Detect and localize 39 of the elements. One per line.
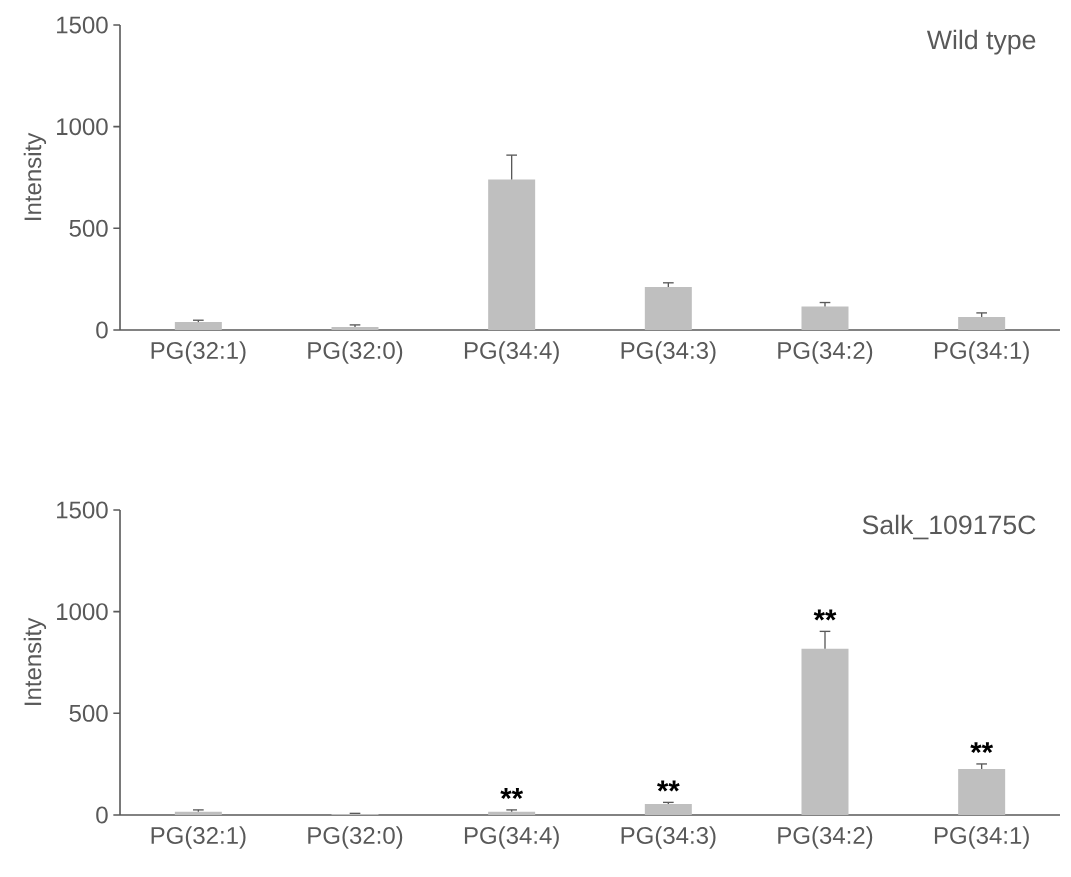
x-tick-label: PG(32:0) [308, 341, 403, 364]
annotation: ** [813, 609, 837, 621]
bar [958, 769, 1006, 815]
y-tick-label: 1000 [57, 603, 108, 621]
y-tick-label: 0 [96, 806, 108, 824]
y-axis-title: Intensity [23, 132, 47, 220]
bar [644, 286, 692, 330]
y-tick-label: 1500 [57, 501, 108, 519]
y-tick-label: 1000 [57, 118, 108, 136]
x-tick-label: PG(34:2) [778, 341, 873, 364]
bar [174, 322, 222, 330]
y-tick-label: 0 [96, 321, 108, 339]
bar [801, 648, 849, 815]
bar [488, 811, 536, 815]
bar [488, 179, 536, 330]
annotation: ** [970, 742, 994, 754]
y-tick-label: 500 [69, 219, 108, 237]
x-tick-label: PG(34:4) [464, 826, 559, 849]
annotation: ** [500, 788, 524, 800]
bar [958, 316, 1006, 330]
x-tick-label: PG(34:3) [621, 341, 716, 364]
chart-title: Salk_109175C [862, 514, 1036, 540]
annotation: ** [657, 780, 680, 792]
x-tick-label: PG(32:0) [308, 826, 403, 849]
bar [174, 811, 222, 815]
x-tick-label: PG(34:4) [464, 341, 559, 364]
x-tick-label: PG(32:1) [151, 341, 246, 364]
chart-title: Wild type [926, 29, 1036, 55]
x-tick-label: PG(34:2) [778, 826, 873, 849]
x-tick-label: PG(34:1) [934, 826, 1029, 849]
bar [331, 326, 379, 330]
x-tick-label: PG(34:1) [934, 341, 1029, 364]
x-tick-label: PG(32:1) [151, 826, 246, 849]
y-tick-label: 500 [69, 704, 108, 722]
y-axis-title: Intensity [23, 617, 47, 705]
y-tick-label: 1500 [57, 16, 108, 34]
bar [801, 306, 849, 330]
bar [644, 804, 692, 815]
x-tick-label: PG(34:3) [621, 826, 716, 849]
